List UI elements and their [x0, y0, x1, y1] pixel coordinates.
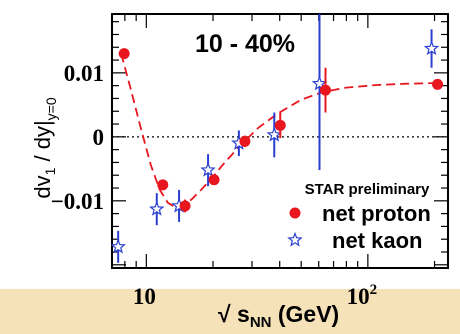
y-tick-label: 0	[93, 125, 105, 150]
figure-panel	[0, 0, 460, 289]
series-net-proton	[118, 48, 444, 213]
data-point	[118, 48, 130, 60]
data-point	[208, 174, 220, 186]
y-axis-label: dv1 / dy|y=0	[30, 97, 59, 199]
data-point	[149, 200, 165, 216]
chart-title: 10 - 40%	[195, 30, 295, 58]
data-point	[200, 161, 216, 177]
chart-note: STAR preliminary	[305, 181, 430, 198]
legend-label: net proton	[322, 201, 431, 226]
data-point	[239, 135, 251, 147]
series-net-kaon	[110, 14, 440, 263]
x-axis-label: √ sNN (GeV)	[218, 301, 339, 331]
data-point	[157, 179, 169, 191]
data-point	[274, 119, 286, 131]
data-point	[110, 238, 126, 254]
data-point	[319, 84, 331, 96]
data-point	[432, 78, 444, 90]
data-point	[266, 126, 282, 142]
x-tick-label: 10	[133, 284, 156, 309]
data-point	[423, 40, 440, 56]
data-point	[179, 200, 191, 212]
data-point	[311, 75, 328, 91]
y-tick-label: 0.01	[64, 61, 104, 86]
y-tick-label: −0.01	[51, 189, 104, 214]
legend-marker-kaon	[287, 231, 303, 247]
legend-marker-proton	[289, 207, 301, 219]
legend-label: net kaon	[332, 228, 422, 253]
